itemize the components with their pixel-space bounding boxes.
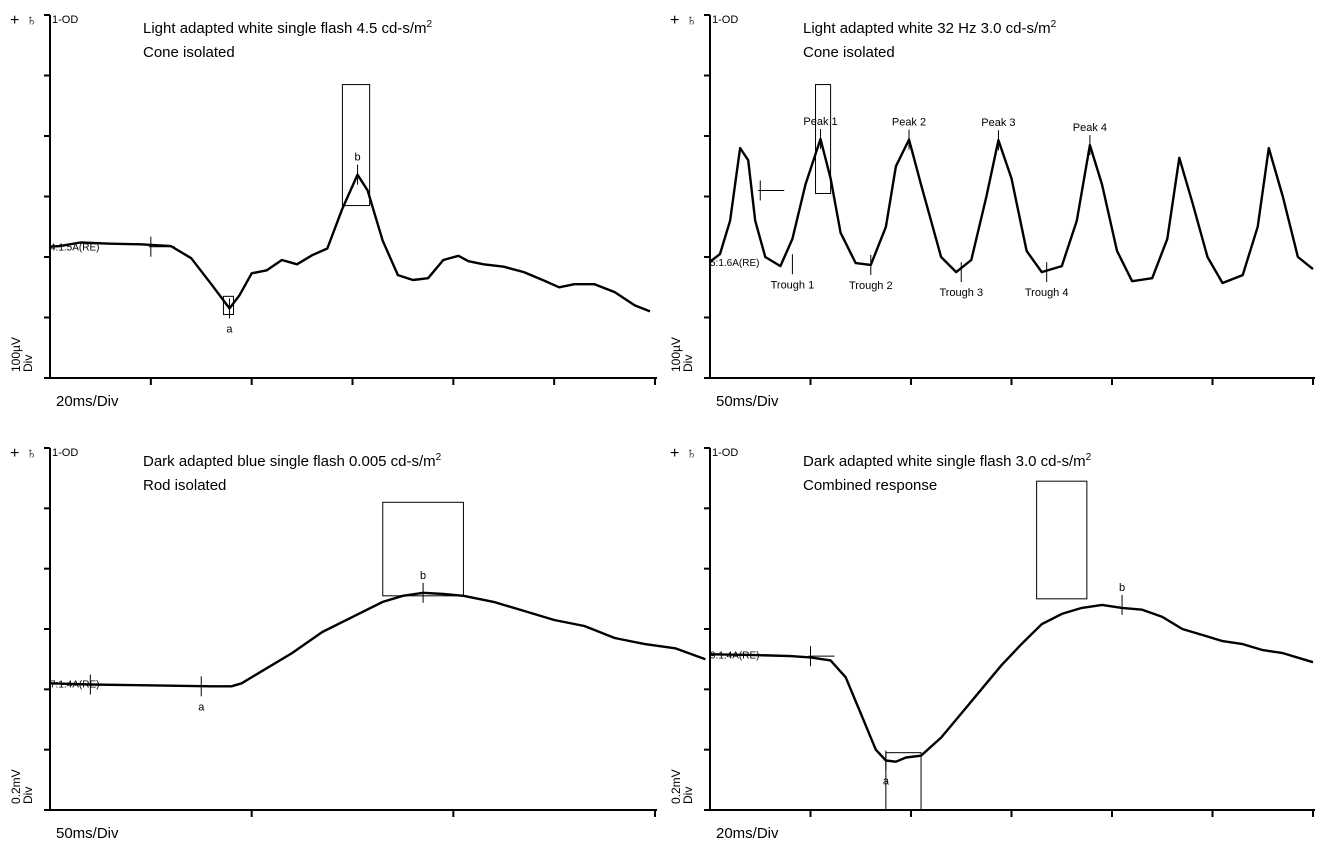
title-superscript: 2 <box>427 19 433 30</box>
y-axis-unit: Div <box>21 787 35 804</box>
chart-title: Light adapted white single flash 4.5 cd-… <box>143 19 433 37</box>
erg-trace <box>709 603 1314 763</box>
plus-icon: + <box>10 445 19 462</box>
baseline-label: 5:1.6A(RE) <box>710 258 759 269</box>
marker-label: Peak 3 <box>981 117 1015 129</box>
y-axis-unit: Div <box>681 355 695 372</box>
marker-label: b <box>354 152 360 164</box>
title-superscript: 2 <box>436 452 442 463</box>
erg-trace <box>709 137 1314 285</box>
marker-label: Peak 4 <box>1073 122 1107 134</box>
x-axis-label: 50ms/Div <box>56 825 119 842</box>
baseline-label: 9:1.4A(RE) <box>710 650 759 661</box>
marker-label: a <box>226 323 233 335</box>
y-axis-label: 100µV <box>669 337 683 372</box>
chart-title: Light adapted white 32 Hz 3.0 cd-s/m2 <box>803 19 1057 37</box>
x-axis-label: 20ms/Div <box>56 393 119 410</box>
x-axis-label: 50ms/Div <box>716 393 779 410</box>
channel-icon: ♄ <box>26 12 37 29</box>
title-superscript: 2 <box>1051 19 1057 30</box>
plus-icon: + <box>670 445 679 462</box>
marker-label: Trough 3 <box>939 287 983 299</box>
channel-icon: ♄ <box>26 445 37 462</box>
y-axis-label: 0.2mV <box>669 769 683 804</box>
plus-icon: + <box>670 12 679 29</box>
chart-subtitle: Combined response <box>803 477 937 494</box>
panel-marker: 1-OD <box>712 447 738 459</box>
baseline-label: 7:1.4A(RE) <box>50 679 99 690</box>
panel-marker: 1-OD <box>52 14 78 26</box>
analysis-window-box <box>885 752 922 811</box>
channel-icon: ♄ <box>686 445 697 462</box>
y-axis-label: 100µV <box>9 337 23 372</box>
y-axis-unit: Div <box>681 787 695 804</box>
channel-icon: ♄ <box>686 12 697 29</box>
chart-subtitle: Cone isolated <box>803 44 895 61</box>
analysis-window-box <box>815 84 832 194</box>
erg-panel-bottom-right: + ♄ 1-OD Dark adapted white single flash 3.… <box>669 445 1315 842</box>
chart-title: Dark adapted white single flash 3.0 cd-s… <box>803 452 1092 470</box>
x-axis-label: 20ms/Div <box>716 825 779 842</box>
analysis-window-box <box>1036 480 1088 600</box>
y-axis-unit: Div <box>21 355 35 372</box>
analysis-window-box <box>341 84 371 207</box>
panel-marker: 1-OD <box>52 447 78 459</box>
erg-trace <box>49 173 651 313</box>
baseline-label: 4:1.5A(RE) <box>50 243 99 254</box>
erg-panel-top-right: + ♄ 1-OD Light adapted white 32 Hz 3.0 cd-s… <box>669 12 1315 410</box>
marker-label: Peak 1 <box>803 116 837 128</box>
panel-marker: 1-OD <box>712 14 738 26</box>
analysis-window-box <box>222 295 235 315</box>
marker-label: a <box>198 701 205 713</box>
marker-label: b <box>420 570 426 582</box>
erg-trace <box>49 591 706 688</box>
title-superscript: 2 <box>1086 452 1092 463</box>
marker-label: Trough 2 <box>849 280 893 292</box>
chart-subtitle: Cone isolated <box>143 44 235 61</box>
erg-panel-top-left: + ♄ 1-OD Light adapted white single flash 4… <box>9 12 657 410</box>
chart-title: Dark adapted blue single flash 0.005 cd-… <box>143 452 442 470</box>
marker-label: Trough 1 <box>771 279 815 291</box>
erg-panel-bottom-left: + ♄ 1-OD Dark adapted blue single flash 0.0… <box>9 445 706 842</box>
chart-subtitle: Rod isolated <box>143 477 226 494</box>
marker-label: Trough 4 <box>1025 287 1069 299</box>
y-axis-label: 0.2mV <box>9 769 23 804</box>
analysis-window-box <box>382 501 464 597</box>
plus-icon: + <box>10 12 19 29</box>
marker-label: b <box>1119 582 1125 594</box>
marker-label: Peak 2 <box>892 117 926 129</box>
